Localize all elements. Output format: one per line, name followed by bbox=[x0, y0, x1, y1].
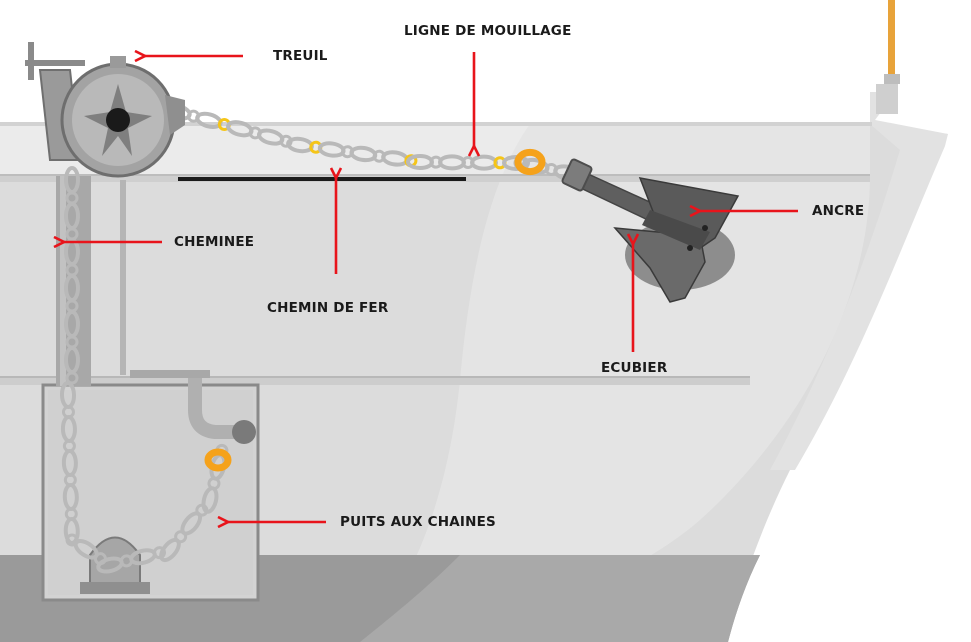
chain bbox=[59, 103, 581, 574]
label-cheminee: CHEMINEE bbox=[174, 234, 254, 250]
mast bbox=[876, 0, 900, 114]
label-puits-aux-chaines: PUITS AUX CHAINES bbox=[340, 514, 496, 530]
chain-pipe bbox=[56, 176, 126, 386]
anchor bbox=[561, 158, 740, 303]
label-treuil: TREUIL bbox=[273, 48, 328, 64]
windlass bbox=[25, 42, 185, 178]
label-ancre: ANCRE bbox=[812, 203, 864, 219]
chain-locker bbox=[41, 370, 260, 602]
chain-shackle bbox=[204, 448, 232, 472]
chain-link bbox=[279, 134, 293, 148]
arrows bbox=[64, 52, 798, 522]
chain-track bbox=[178, 177, 466, 181]
chain-shackle bbox=[514, 148, 546, 176]
chain-link bbox=[63, 516, 80, 545]
label-ecubier: ECUBIER bbox=[601, 360, 668, 376]
label-chemin-de-fer: CHEMIN DE FER bbox=[267, 300, 389, 316]
label-ligne-de-mouillage: LIGNE DE MOUILLAGE bbox=[404, 23, 572, 39]
